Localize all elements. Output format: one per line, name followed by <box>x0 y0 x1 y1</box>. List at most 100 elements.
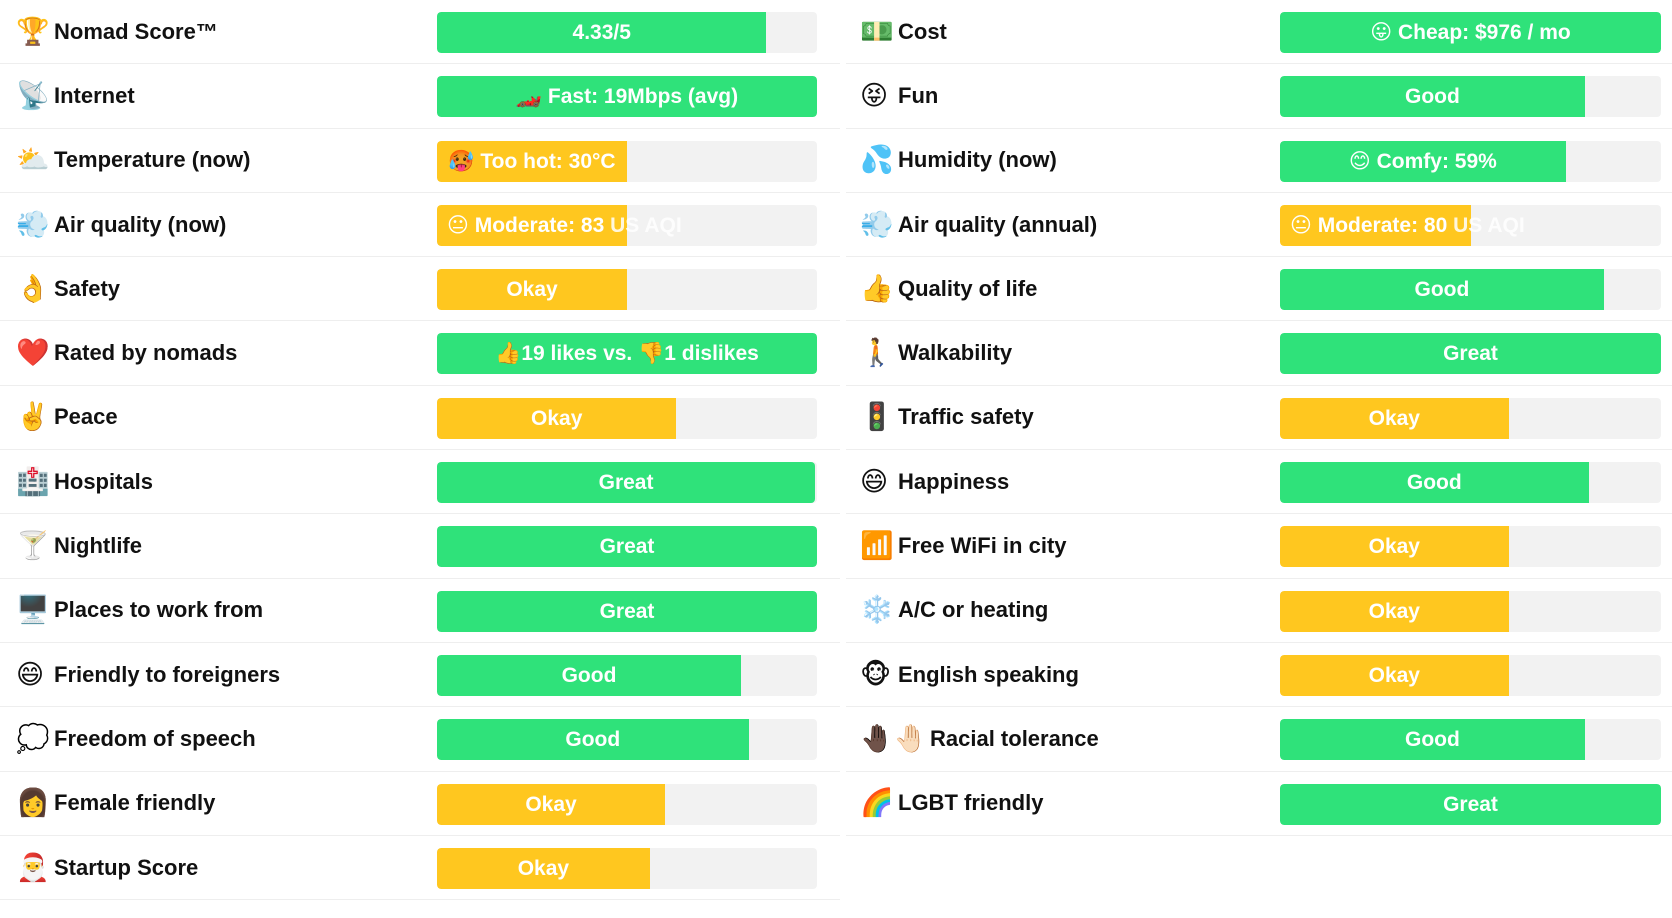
score-row-safety[interactable]: 👌 Safety Okay <box>0 257 840 322</box>
score-bar[interactable]: Okay <box>1280 590 1661 632</box>
score-label: Hospitals <box>54 468 154 494</box>
score-label: Nomad Score™ <box>54 18 218 44</box>
sun-behind-cloud-icon: ⛅ <box>16 144 50 176</box>
monkey-face-icon: 🐵 <box>860 659 892 691</box>
score-row-rated-by-nomads[interactable]: ❤️ Rated by nomads 👍19 likes vs. 👎1 dislik… <box>0 321 840 386</box>
score-bar-fill <box>437 783 665 825</box>
score-row-traffic-safety[interactable]: 🚦 Traffic safety Okay <box>846 386 1672 451</box>
woman-icon: 👩 <box>16 787 50 819</box>
score-bar-fill <box>437 590 817 632</box>
score-label: Fun <box>898 82 939 108</box>
score-row-quality-of-life[interactable]: 👍 Quality of life Good <box>846 257 1672 322</box>
score-bar[interactable]: 😐 Moderate: 80 US AQI <box>1280 204 1661 246</box>
score-row-walkability[interactable]: 🚶 Walkability Great <box>846 321 1672 386</box>
score-row-hospitals[interactable]: 🏥 Hospitals Great <box>0 450 840 515</box>
score-value: Okay <box>506 278 558 302</box>
score-label: Rated by nomads <box>54 340 238 366</box>
score-label: Humidity (now) <box>898 147 1057 173</box>
score-bar[interactable]: Great <box>1280 333 1661 375</box>
tongue-face-icon: 😝 <box>860 80 889 112</box>
score-row-peace[interactable]: ✌️ Peace Okay <box>0 386 840 451</box>
score-value: Okay <box>1368 406 1420 430</box>
score-row-places-to-work-from[interactable]: 🖥️ Places to work from Great <box>0 579 840 643</box>
trophy-icon: 🏆 <box>16 16 50 48</box>
score-bar[interactable]: Great <box>437 462 817 504</box>
score-row-cost[interactable]: 💵 Cost 😛 Cheap: $976 / mo <box>846 0 1672 65</box>
score-row-english-speaking[interactable]: 🐵 English speaking Okay <box>846 643 1672 708</box>
score-row-happiness[interactable]: 😄 Happiness Good <box>846 450 1672 515</box>
score-bar-fill <box>1280 12 1661 53</box>
score-value: Good <box>565 728 621 752</box>
score-value: 😛 Cheap: $976 / mo <box>1370 21 1571 44</box>
score-label: Walkability <box>898 340 1013 366</box>
score-bar[interactable]: Okay <box>1280 397 1661 439</box>
score-row-friendly-to-foreigners[interactable]: 😄 Friendly to foreigners Good <box>0 643 840 708</box>
score-bar[interactable]: Okay <box>1280 526 1661 568</box>
score-bar[interactable]: Great <box>1280 783 1661 825</box>
score-bar[interactable]: Good <box>1280 269 1661 311</box>
score-bar[interactable]: Good <box>437 719 817 761</box>
score-row-startup-score[interactable]: 🎅 Startup Score Okay <box>0 836 840 901</box>
score-label: Air quality (now) <box>54 211 227 237</box>
wind-face-icon: 💨 <box>16 209 50 241</box>
score-bar-fill <box>1280 654 1509 696</box>
score-bar[interactable]: 😛 Cheap: $976 / mo <box>1280 12 1661 53</box>
rainbow-icon: 🌈 <box>860 787 894 819</box>
score-value: 🏎️ Fast: 19Mbps (avg) <box>515 85 739 109</box>
score-row-air-quality-now[interactable]: 💨 Air quality (now) 😐 Moderate: 83 US AQI <box>0 193 840 258</box>
score-bar-fill <box>437 333 817 375</box>
score-bar[interactable]: Okay <box>437 783 817 825</box>
score-bar-fill <box>437 526 817 568</box>
wind-face-icon: 💨 <box>860 209 894 241</box>
score-value: Great <box>599 535 655 559</box>
score-label: Startup Score <box>54 854 199 880</box>
score-bar[interactable]: 😐 Moderate: 83 US AQI <box>437 204 817 246</box>
score-row-temperature-now[interactable]: ⛅ Temperature (now) 🥵 Too hot: 30°C <box>0 129 840 193</box>
score-bar[interactable]: 4.33/5 <box>437 12 817 53</box>
score-row-nightlife[interactable]: 🍸 Nightlife Great <box>0 514 840 579</box>
score-row-air-quality-annual[interactable]: 💨 Air quality (annual) 😐 Moderate: 80 US A… <box>846 193 1672 258</box>
score-bar-fill <box>1280 76 1585 118</box>
score-label: Free WiFi in city <box>898 533 1067 559</box>
score-value: Good <box>1404 85 1460 109</box>
score-bar[interactable]: Okay <box>1280 654 1661 696</box>
score-value: Good <box>1414 278 1470 302</box>
score-bar-fill <box>1280 462 1589 504</box>
score-bar[interactable]: Good <box>1280 462 1661 504</box>
score-bar[interactable]: Good <box>1280 76 1661 118</box>
score-bar[interactable]: 😊 Comfy: 59% <box>1280 140 1661 182</box>
score-value: Good <box>1406 471 1462 495</box>
score-bar[interactable]: Okay <box>437 269 817 311</box>
score-value: Good <box>561 663 617 687</box>
score-bar[interactable]: Good <box>1280 719 1661 761</box>
score-label: Internet <box>54 82 135 108</box>
score-label: Female friendly <box>54 790 216 816</box>
score-bar[interactable]: Okay <box>437 847 817 889</box>
score-row-free-wifi-in-city[interactable]: 📶 Free WiFi in city Okay <box>846 514 1672 579</box>
score-label: A/C or heating <box>898 597 1049 623</box>
score-value: Okay <box>1368 599 1420 623</box>
score-bar[interactable]: Okay <box>437 397 817 439</box>
score-label: Peace <box>54 404 118 430</box>
score-bar[interactable]: Great <box>437 590 817 632</box>
score-row-internet[interactable]: 📡 Internet 🏎️ Fast: 19Mbps (avg) <box>0 64 840 129</box>
score-row-a-c-or-heating[interactable]: ❄️ A/C or heating Okay <box>846 579 1672 643</box>
score-row-fun[interactable]: 😝 Fun Good <box>846 64 1672 129</box>
hospital-icon: 🏥 <box>16 466 50 498</box>
score-row-humidity-now[interactable]: 💦 Humidity (now) 😊 Comfy: 59% <box>846 129 1672 193</box>
score-row-racial-tolerance[interactable]: 🤚🏿🤚🏻 Racial tolerance Good <box>846 707 1672 772</box>
score-bar[interactable]: 👍19 likes vs. 👎1 dislikes <box>437 333 817 375</box>
score-label: LGBT friendly <box>898 790 1044 816</box>
score-row-lgbt-friendly[interactable]: 🌈 LGBT friendly Great <box>846 772 1672 836</box>
score-row-female-friendly[interactable]: 👩 Female friendly Okay <box>0 772 840 836</box>
sweat-droplets-icon: 💦 <box>860 144 894 176</box>
score-bar[interactable]: 🏎️ Fast: 19Mbps (avg) <box>437 76 817 118</box>
score-bar-fill <box>1280 333 1661 375</box>
score-value: 🥵 Too hot: 30°C <box>448 149 616 173</box>
score-label: Friendly to foreigners <box>54 661 281 687</box>
score-bar[interactable]: Good <box>437 654 817 696</box>
score-bar[interactable]: Great <box>437 526 817 568</box>
score-bar[interactable]: 🥵 Too hot: 30°C <box>437 140 817 182</box>
score-row-nomad-score[interactable]: 🏆 Nomad Score™ 4.33/5 <box>0 0 840 65</box>
score-row-freedom-of-speech[interactable]: 💭 Freedom of speech Good <box>0 707 840 772</box>
